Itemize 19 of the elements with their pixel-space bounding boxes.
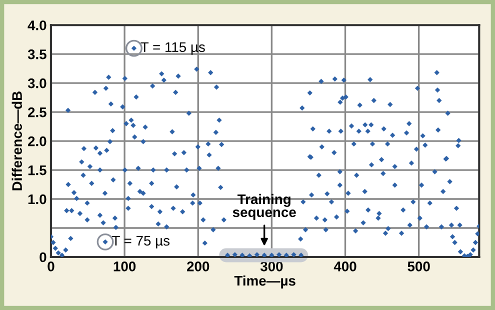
x-tick-label: 500 (408, 262, 430, 272)
x-tick-label: 100 (114, 262, 136, 272)
x-tick-label: 200 (187, 262, 210, 272)
y-tick-label: 3.0 (28, 78, 46, 88)
y-tick-label: 4.0 (28, 20, 46, 30)
y-axis-title: Difference—dB (12, 92, 22, 190)
y-tick-label: 0 (40, 252, 46, 262)
x-axis-title: Time—µs (234, 275, 296, 288)
y-tick-label: 2.0 (28, 136, 46, 146)
x-tick-label: 0 (48, 262, 54, 272)
annotation: T = 115 µs (140, 42, 205, 55)
x-tick-label: 400 (334, 262, 356, 272)
y-tick-label: 2.5 (28, 107, 46, 118)
annotation: T = 75 µs (112, 236, 170, 248)
y-tick-label: 1.0 (28, 194, 46, 204)
y-tick-label: 3.5 (28, 49, 46, 60)
x-tick-label: 300 (260, 262, 283, 272)
y-tick-label: 1.5 (28, 166, 46, 176)
annotation: Training sequence (232, 194, 296, 220)
